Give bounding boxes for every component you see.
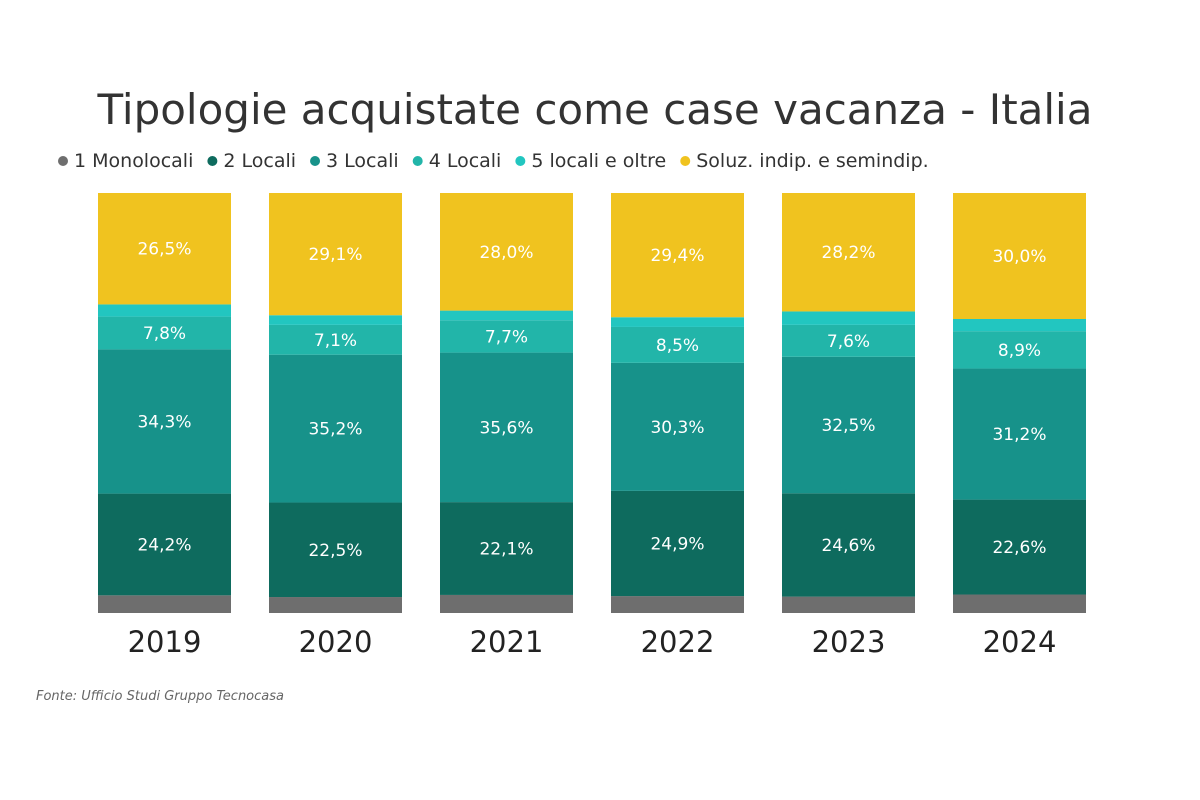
data-label: 30,3%	[650, 418, 704, 438]
data-label: 24,2%	[137, 535, 191, 555]
bar-stack: 24,2% 34,3% 7,8% 26,5%	[98, 193, 231, 613]
legend-label: 1 Monolocali	[74, 150, 193, 172]
data-label: 7,1%	[314, 331, 357, 351]
bars: 24,2%34,3%7,8%26,5%22,5%35,2%7,1%29,1%22…	[98, 193, 1086, 613]
data-label: 22,5%	[308, 541, 362, 561]
data-label: 22,1%	[479, 540, 533, 560]
bar-segment	[98, 493, 231, 596]
bar-segment	[440, 594, 573, 613]
bar-segment	[611, 317, 744, 327]
bar-segment	[611, 193, 744, 318]
legend-item: 5 locali e oltre	[515, 150, 666, 172]
legend-label: 3 Locali	[326, 150, 399, 172]
data-label: 29,4%	[650, 246, 704, 266]
data-label: 8,9%	[998, 341, 1041, 361]
data-label: 22,6%	[992, 538, 1046, 558]
legend-label: Soluz. indip. e semindip.	[696, 150, 928, 172]
x-axis: 2019 2020 2021 2022 2023 2024	[128, 625, 1057, 659]
bar-segment	[269, 193, 402, 316]
bar-segment	[269, 502, 402, 598]
data-label: 28,0%	[479, 243, 533, 263]
legend-label: 2 Locali	[223, 150, 296, 172]
bar-segment	[440, 320, 573, 353]
chart-title: Tipologie acquistate come case vacanza -…	[97, 85, 1093, 134]
x-tick-label: 2024	[983, 625, 1057, 659]
bar-segment	[269, 597, 402, 613]
bar-stack: 24,6% 32,5% 7,6% 28,2%	[782, 193, 915, 613]
bar-segment	[440, 502, 573, 595]
x-tick-label: 2020	[299, 625, 373, 659]
bar-segment	[611, 596, 744, 613]
legend-marker	[515, 156, 526, 166]
bar-segment	[953, 331, 1086, 369]
bar-segment	[98, 595, 231, 613]
bar-segment	[98, 193, 231, 305]
data-label: 34,3%	[137, 412, 191, 432]
bar-segment	[269, 354, 402, 503]
bar-segment	[953, 193, 1086, 319]
data-label: 30,0%	[992, 247, 1046, 267]
data-label: 7,6%	[827, 332, 870, 352]
legend-marker	[412, 156, 423, 166]
data-label: 35,6%	[479, 418, 533, 438]
bar-segment	[440, 352, 573, 503]
legend-item: Soluz. indip. e semindip.	[680, 150, 929, 172]
bar-segment	[269, 315, 402, 325]
legend-marker	[310, 156, 321, 166]
x-tick-label: 2023	[812, 625, 886, 659]
bar-segment	[611, 326, 744, 363]
x-tick-label: 2021	[470, 625, 544, 659]
legend-item: 3 Locali	[310, 150, 399, 172]
data-label: 24,6%	[821, 536, 875, 556]
bar-segment	[953, 368, 1086, 500]
bar-segment	[440, 310, 573, 321]
legend-label: 4 Locali	[429, 150, 502, 172]
bar-segment	[782, 311, 915, 325]
x-tick-label: 2019	[128, 625, 202, 659]
data-label: 7,8%	[143, 324, 186, 344]
bar-segment	[98, 316, 231, 350]
data-label: 7,7%	[485, 327, 528, 347]
bar-segment	[782, 596, 915, 613]
bar-segment	[953, 319, 1086, 332]
legend: 1 Monolocali 2 Locali 3 Locali 4 Locali 5 lo…	[58, 150, 929, 172]
bar-segment	[611, 362, 744, 491]
legend-marker	[58, 156, 68, 166]
x-tick-label: 2022	[641, 625, 715, 659]
data-label: 29,1%	[308, 245, 362, 265]
data-label: 8,5%	[656, 336, 699, 356]
bar-segment	[782, 356, 915, 494]
data-label: 24,9%	[650, 534, 704, 554]
bar-stack: 22,1% 35,6% 7,7% 28,0%	[440, 193, 573, 613]
bar-segment	[269, 324, 402, 355]
bar-segment	[611, 490, 744, 597]
bar-segment	[98, 304, 231, 317]
source-note: Fonte: Ufficio Studi Gruppo Tecnocasa	[36, 689, 284, 704]
legend-item: 2 Locali	[207, 150, 296, 172]
bar-segment	[782, 193, 915, 312]
bar-stack: 22,6% 31,2% 8,9% 30,0%	[953, 193, 1086, 613]
data-label: 35,2%	[308, 420, 362, 440]
legend-item: 1 Monolocali	[58, 150, 193, 172]
data-label: 28,2%	[821, 243, 875, 263]
data-label: 26,5%	[137, 240, 191, 260]
bar-segment	[782, 493, 915, 597]
bar-stack: 24,9% 30,3% 8,5% 29,4%	[611, 193, 744, 613]
bar-segment	[953, 499, 1086, 595]
legend-marker	[207, 156, 218, 166]
bar-segment	[953, 594, 1086, 613]
data-label: 32,5%	[821, 416, 875, 436]
bar-segment	[98, 349, 231, 494]
bar-stack: 22,5% 35,2% 7,1% 29,1%	[269, 193, 402, 613]
legend-label: 5 locali e oltre	[531, 150, 666, 172]
legend-marker	[680, 156, 691, 166]
data-label: 31,2%	[992, 425, 1046, 445]
bar-segment	[782, 324, 915, 357]
legend-item: 4 Locali	[412, 150, 502, 172]
bar-segment	[440, 193, 573, 311]
